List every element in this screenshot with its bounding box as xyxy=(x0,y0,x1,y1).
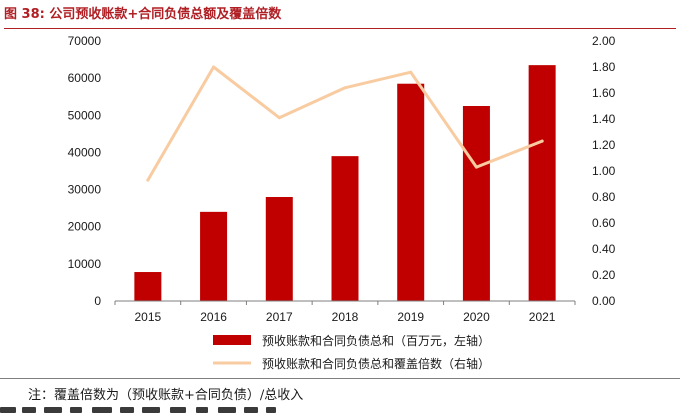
legend-swatch-bar xyxy=(213,335,251,345)
cropped-text-line xyxy=(0,404,680,413)
bar xyxy=(397,83,425,301)
y-right-tick-label: 0.60 xyxy=(592,216,616,230)
y-left-tick-label: 20000 xyxy=(68,220,102,234)
line-point xyxy=(409,70,413,74)
x-tick-label: 2017 xyxy=(266,310,293,324)
bar xyxy=(462,106,490,301)
y-right-tick-label: 0.80 xyxy=(592,190,616,204)
line-point xyxy=(343,86,347,90)
y-right-tick-label: 0.00 xyxy=(592,294,616,308)
figure-title: 图 38: 公司预收账款+合同负债总额及覆盖倍数 xyxy=(4,2,676,29)
y-right-tick-label: 1.00 xyxy=(592,164,616,178)
y-right-tick-label: 1.20 xyxy=(592,138,616,152)
y-right-tick-label: 2.00 xyxy=(592,34,616,48)
chart: 0 10000 20000 30000 40000 50000 60000 70000 0.00… xyxy=(68,34,616,371)
line-point xyxy=(474,165,478,169)
y-left-tick-label: 10000 xyxy=(68,257,102,271)
y-right-tick-label: 0.40 xyxy=(592,242,616,256)
x-tick-label: 2021 xyxy=(529,310,556,324)
line-point xyxy=(540,139,544,143)
y-right-tick-label: 0.20 xyxy=(592,268,616,282)
bar xyxy=(528,65,556,302)
y-right-tick-label: 1.60 xyxy=(592,86,616,100)
y-right-tick-label: 1.40 xyxy=(592,112,616,126)
figure-note: 注：覆盖倍数为（预收账款+合同负债）/总收入 xyxy=(28,388,304,403)
x-tick-label: 2015 xyxy=(135,310,162,324)
y-left-tick-label: 40000 xyxy=(68,145,102,159)
bar xyxy=(331,156,359,301)
bar xyxy=(134,272,162,301)
x-tick-label: 2019 xyxy=(397,310,424,324)
x-tick-label: 2018 xyxy=(332,310,359,324)
divider xyxy=(0,378,680,379)
bar xyxy=(265,197,293,301)
y-left-tick-label: 0 xyxy=(94,294,101,308)
line-point xyxy=(277,116,281,120)
line-point xyxy=(146,178,150,182)
legend-label-line: 预收账款和合同负债总和覆盖倍数（右轴） xyxy=(262,356,490,371)
legend-label-bar: 预收账款和合同负债总和（百万元，左轴） xyxy=(262,333,490,348)
y-left-tick-label: 60000 xyxy=(68,71,102,85)
y-left-tick-label: 50000 xyxy=(68,108,102,122)
y-left-tick-label: 30000 xyxy=(68,183,102,197)
x-tick-label: 2016 xyxy=(200,310,227,324)
x-tick-label: 2020 xyxy=(463,310,490,324)
bar xyxy=(200,211,228,301)
y-left-tick-label: 70000 xyxy=(68,34,102,48)
line-point xyxy=(212,65,216,69)
y-right-tick-label: 1.80 xyxy=(592,60,616,74)
